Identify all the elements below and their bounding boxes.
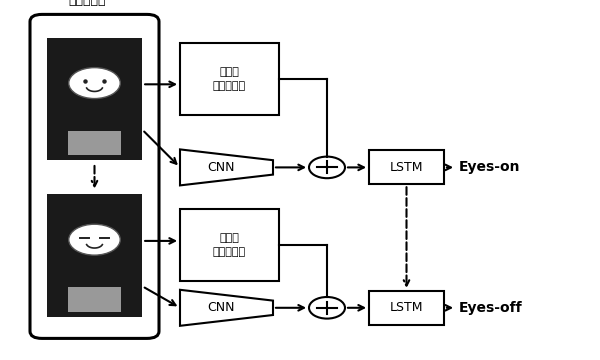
Text: LSTM: LSTM <box>390 161 423 174</box>
Bar <box>68 131 121 155</box>
Text: カメラ映像: カメラ映像 <box>68 0 106 7</box>
Polygon shape <box>180 149 273 185</box>
Circle shape <box>69 224 120 255</box>
Text: LSTM: LSTM <box>390 301 423 314</box>
Circle shape <box>309 297 345 319</box>
Bar <box>180 43 279 115</box>
Bar <box>47 194 142 317</box>
FancyBboxPatch shape <box>30 14 159 338</box>
Text: 顔画像
センシング: 顔画像 センシング <box>213 233 246 257</box>
Text: Eyes-off: Eyes-off <box>459 301 523 315</box>
Text: CNN: CNN <box>207 301 234 314</box>
Polygon shape <box>180 290 273 326</box>
Bar <box>369 150 444 184</box>
Bar <box>180 209 279 281</box>
Bar <box>47 38 142 160</box>
Bar <box>369 291 444 325</box>
Text: CNN: CNN <box>207 161 234 174</box>
Text: Eyes-on: Eyes-on <box>459 161 521 174</box>
Circle shape <box>69 68 120 99</box>
Bar <box>68 287 121 312</box>
Circle shape <box>309 157 345 178</box>
Text: 顔画像
センシング: 顔画像 センシング <box>213 67 246 91</box>
